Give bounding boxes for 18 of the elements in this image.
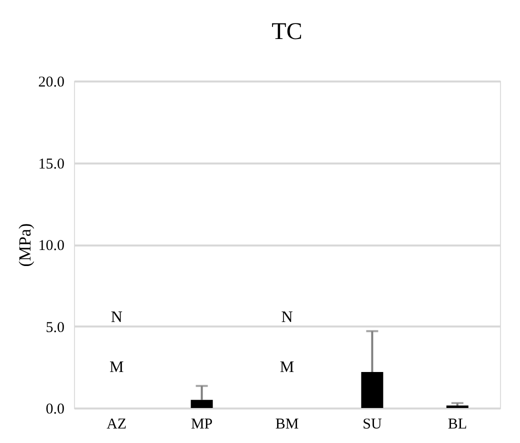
bar	[361, 372, 384, 408]
y-tick-label: 15.0	[38, 156, 64, 172]
y-tick-label: 0.0	[46, 402, 64, 418]
chart-title: TC	[272, 19, 302, 45]
bar	[190, 400, 213, 408]
x-tick-label: MP	[190, 416, 213, 432]
x-tick-label: BM	[275, 416, 299, 432]
annotation: M	[109, 359, 124, 376]
annotation: M	[280, 359, 294, 376]
annotation: N	[110, 309, 123, 326]
x-tick-label: SU	[362, 416, 382, 432]
y-tick-label: 20.0	[38, 74, 64, 90]
y-axis-title: (MPa)	[15, 223, 34, 267]
annotation: N	[281, 309, 294, 326]
x-tick-label: BL	[448, 416, 467, 432]
x-tick-label: AZ	[106, 416, 127, 432]
y-tick-label: 5.0	[46, 320, 64, 336]
y-tick-label: 10.0	[38, 238, 64, 254]
